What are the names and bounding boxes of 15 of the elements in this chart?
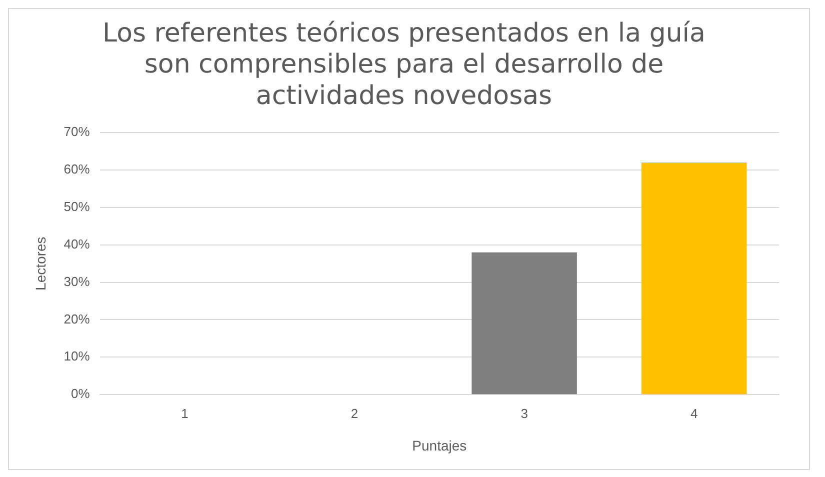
y-tick-label: 30% [64, 274, 90, 289]
x-tick-label: 2 [350, 406, 358, 421]
y-tick-label: 60% [64, 162, 90, 177]
y-tick-label: 0% [71, 386, 90, 402]
y-tick-label: 10% [64, 348, 90, 364]
y-tick-label: 40% [64, 236, 90, 252]
y-tick-label: 50% [64, 199, 90, 214]
x-tick-label: 3 [520, 406, 528, 421]
x-tick-label: 1 [181, 406, 188, 421]
y-axis-title: Lectores [32, 236, 48, 290]
x-axis-title: Puntajes [412, 437, 467, 454]
y-tick-label: 70% [64, 124, 90, 140]
y-tick-label: 20% [64, 311, 90, 326]
chart-title: Los referentes teóricos presentados en la guía son comprensibles para el desarrollo de actividades novedosas [102, 18, 706, 111]
x-tick-label: 4 [690, 406, 698, 421]
